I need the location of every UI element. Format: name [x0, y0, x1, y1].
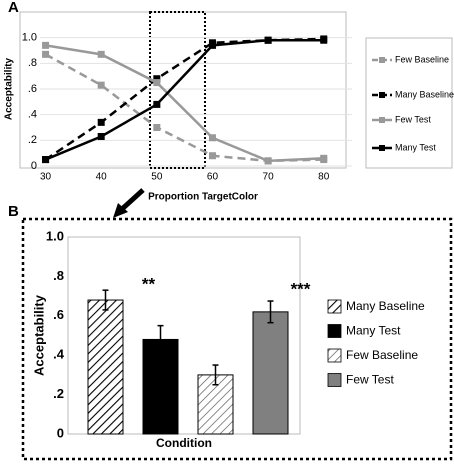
y-tick-label: .8 — [53, 268, 64, 283]
legend-marker — [379, 145, 385, 151]
x-axis-label: Proportion TargetColor — [148, 192, 258, 203]
y-tick-label: .2 — [53, 386, 64, 401]
panel-label: B — [8, 203, 19, 220]
point-marker — [264, 36, 272, 44]
highlight-box — [149, 11, 206, 169]
point-marker — [153, 75, 161, 83]
legend-label: Many Test — [346, 324, 401, 338]
point-marker — [208, 152, 216, 160]
point-marker — [320, 36, 328, 44]
series-line — [44, 53, 324, 163]
bar — [87, 299, 124, 435]
plot-frame-b — [67, 236, 301, 435]
point-marker — [97, 50, 105, 58]
point-marker — [153, 100, 161, 108]
legend-label: Few Baseline — [346, 348, 418, 362]
bar — [252, 311, 289, 435]
point-marker — [153, 124, 161, 131]
legend-label: Few Test — [346, 373, 394, 387]
series-line — [45, 44, 324, 163]
series-line — [45, 38, 324, 161]
x-axis-label: Condition — [156, 436, 212, 450]
legend-label: Many Baseline — [395, 89, 454, 99]
x-tick-label: 70 — [263, 172, 275, 183]
point-marker — [42, 50, 50, 58]
legend-marker — [379, 92, 385, 98]
bar — [142, 338, 179, 435]
legend-label: Few Baseline — [395, 54, 449, 64]
point-marker — [97, 118, 105, 126]
y-tick-label: .6 — [28, 83, 37, 95]
panel-b-frame — [21, 217, 453, 461]
legend-swatch — [327, 348, 342, 363]
point-marker — [264, 157, 272, 165]
x-tick-label: 80 — [318, 172, 330, 183]
panel-label: A — [8, 0, 19, 16]
legend-swatch — [327, 299, 342, 314]
point-marker — [320, 154, 328, 162]
y-tick-label: .4 — [28, 109, 37, 121]
point-marker — [42, 41, 50, 49]
x-tick-label: 30 — [40, 172, 52, 183]
arrow-head — [113, 203, 128, 218]
legend-label: Few Test — [395, 114, 431, 124]
y-tick-label: 0 — [57, 425, 64, 440]
y-tick-label: .2 — [28, 134, 37, 146]
x-tick-label: 60 — [207, 172, 219, 183]
y-tick-label: .4 — [53, 347, 65, 362]
point-marker — [97, 132, 105, 140]
y-axis-label: Acceptability — [31, 294, 46, 376]
point-marker — [208, 134, 216, 142]
point-marker — [208, 41, 216, 49]
y-tick-label: 1.0 — [22, 32, 37, 44]
y-tick-label: 1.0 — [46, 228, 64, 243]
legend-label: Many Test — [395, 142, 436, 152]
legend-frame-a — [365, 37, 453, 169]
significance-annotation: *** — [291, 279, 311, 298]
series-line — [44, 37, 324, 161]
point-marker — [153, 79, 161, 87]
legend-swatch — [327, 324, 342, 338]
point-marker — [97, 81, 105, 89]
significance-annotation: ** — [142, 274, 156, 293]
x-tick-label: 50 — [151, 172, 163, 183]
y-tick-label: .8 — [28, 57, 37, 69]
point-marker — [42, 156, 50, 164]
y-axis-label: Acceptability — [4, 57, 15, 120]
x-tick-label: 40 — [96, 172, 108, 183]
legend-swatch — [327, 373, 342, 387]
legend-label: Many Baseline — [346, 299, 425, 313]
legend-marker — [379, 117, 385, 123]
y-tick-label: .6 — [53, 307, 64, 322]
legend-marker — [379, 57, 385, 63]
arrow — [120, 188, 145, 211]
y-tick-label: 0 — [31, 160, 37, 172]
